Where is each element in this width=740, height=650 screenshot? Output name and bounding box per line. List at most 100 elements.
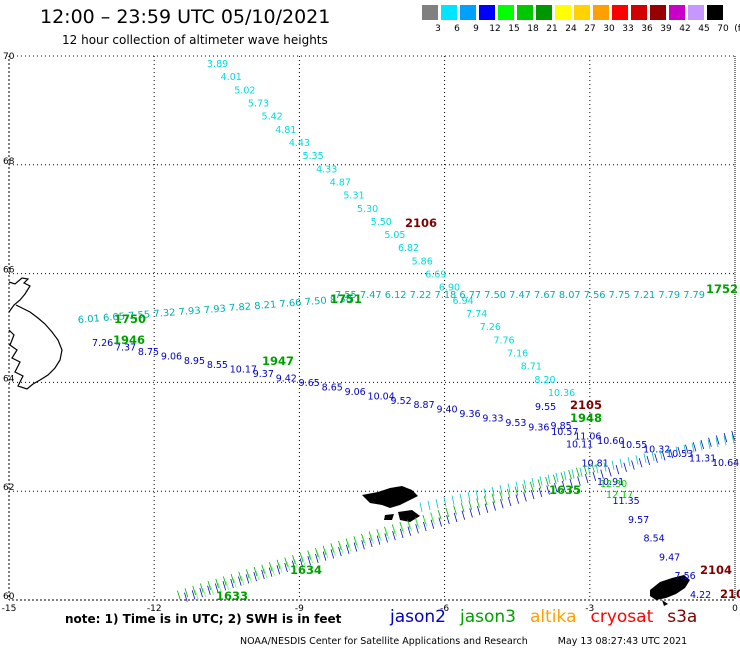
dense-track-mark: | xyxy=(245,568,251,579)
dense-track-mark: | xyxy=(594,463,599,474)
dense-track-mark: | xyxy=(314,547,320,558)
dense-track-mark: | xyxy=(306,549,312,560)
legend-unit: (ft) xyxy=(734,24,740,34)
lon-tick-label: 0 xyxy=(732,604,738,614)
dense-track-mark: | xyxy=(661,450,667,461)
pass-time-label: 2105 xyxy=(570,398,602,412)
wave-height-value: 10.11 xyxy=(566,440,593,451)
dense-track-mark: | xyxy=(475,497,481,508)
wave-height-value: 5.73 xyxy=(248,98,269,109)
dense-track-mark: | xyxy=(306,555,312,566)
dense-track-mark: | xyxy=(668,448,674,459)
dense-track-mark: | xyxy=(345,544,351,555)
dense-track-mark: | xyxy=(570,468,575,479)
wave-height-value: 7.26 xyxy=(480,322,501,333)
dense-track-mark: | xyxy=(521,483,527,494)
dense-track-mark: | xyxy=(367,530,373,541)
map-subtitle: 12 hour collection of altimeter wave hei… xyxy=(62,33,328,47)
wave-height-value: 5.31 xyxy=(343,191,364,202)
legend-swatch xyxy=(536,5,552,20)
dense-track-mark: | xyxy=(300,555,306,566)
credit-time: May 13 08:27:43 UTC 2021 xyxy=(557,636,688,647)
dense-track-mark: | xyxy=(337,540,343,551)
dense-track-mark: | xyxy=(466,491,471,502)
satellite-legend-item: jason2 xyxy=(390,607,446,627)
dense-track-mark: | xyxy=(476,505,482,516)
wave-height-value: 9.52 xyxy=(391,396,412,407)
wave-height-value: 9.55 xyxy=(535,402,556,413)
dense-track-mark: | xyxy=(684,443,690,454)
wave-height-value: 6.94 xyxy=(453,296,474,307)
dense-track-mark: | xyxy=(383,532,389,543)
dense-track-mark: | xyxy=(445,514,451,525)
dense-track-mark: | xyxy=(418,502,423,513)
wave-height-value: 10.32 xyxy=(643,445,670,456)
lat-tick-label: 60 xyxy=(3,592,15,602)
dense-track-mark: | xyxy=(377,531,383,542)
dense-track-mark: | xyxy=(429,511,435,522)
lon-tick-label: -12 xyxy=(147,604,162,614)
dense-track-mark: | xyxy=(316,550,322,561)
dense-track-mark: | xyxy=(361,536,367,547)
legend-swatch xyxy=(479,5,495,20)
lat-tick-label: 64 xyxy=(3,374,15,384)
map-frame xyxy=(8,55,736,601)
wave-height-value: 9.42 xyxy=(276,374,297,385)
wave-height-value: 4.43 xyxy=(289,138,310,149)
dense-track-mark: | xyxy=(247,572,253,583)
dense-track-mark: | xyxy=(244,573,250,584)
legend-label: 15 xyxy=(508,24,520,34)
dense-track-mark: | xyxy=(658,449,663,460)
dense-track-mark: | xyxy=(491,500,497,511)
dense-track-mark: | xyxy=(329,548,335,559)
dense-track-mark: | xyxy=(398,521,404,532)
dense-track-mark: | xyxy=(698,440,703,451)
dense-track-mark: | xyxy=(460,502,466,513)
dense-track-mark: | xyxy=(346,541,352,552)
dense-track-mark: | xyxy=(602,461,607,472)
wave-height-value: 5.30 xyxy=(357,204,378,215)
dense-track-mark: | xyxy=(599,468,605,479)
dense-track-mark: | xyxy=(291,554,297,565)
lat-tick-label: 62 xyxy=(3,483,14,493)
dense-track-mark: | xyxy=(399,524,405,535)
legend-swatch xyxy=(612,5,628,20)
dense-track-mark: | xyxy=(216,582,222,593)
wave-height-value: 9.57 xyxy=(628,515,649,526)
dense-track-mark: | xyxy=(414,523,420,534)
dense-track-mark: | xyxy=(722,432,728,443)
dense-track-mark: | xyxy=(730,430,736,441)
dense-track-mark: | xyxy=(513,485,519,496)
dense-track-mark: | xyxy=(483,503,489,514)
wave-height-value: 8.20 xyxy=(534,375,555,386)
wave-height-value: 8.55 xyxy=(207,360,228,371)
wave-height-value: 9.85 xyxy=(551,421,572,432)
legend-label: 12 xyxy=(489,24,501,34)
wave-height-value: 7.37 xyxy=(115,342,136,353)
lon-tick-label: -9 xyxy=(295,604,304,614)
dense-track-mark: | xyxy=(467,500,473,511)
wave-height-value: 8.95 xyxy=(184,356,205,367)
dense-track-mark: | xyxy=(590,462,596,473)
dense-track-mark: | xyxy=(707,437,713,448)
dense-track-mark: | xyxy=(214,582,220,593)
map-title: 12:00 – 23:59 UTC 05/10/2021 xyxy=(40,6,331,28)
dense-track-mark: | xyxy=(545,484,551,495)
dense-track-mark: | xyxy=(666,447,671,458)
pass-time-label: 210 xyxy=(720,587,740,601)
dense-track-mark: | xyxy=(650,451,655,462)
wave-height-value: 5.05 xyxy=(384,230,405,241)
dense-track-mark: | xyxy=(224,580,230,591)
dense-track-mark: | xyxy=(638,457,644,468)
dense-track-mark: | xyxy=(198,587,204,598)
legend-swatch xyxy=(460,5,476,20)
dense-track-mark: | xyxy=(331,546,337,557)
dense-track-mark: | xyxy=(383,526,389,537)
dense-track-mark: | xyxy=(201,587,207,598)
dense-track-mark: | xyxy=(537,487,543,498)
lat-lon-grid xyxy=(8,55,736,601)
satellite-legend: jason2 jason3 altika cryosat s3a xyxy=(390,607,711,627)
dense-track-mark: | xyxy=(392,526,398,537)
dense-track-mark: | xyxy=(584,473,590,484)
dense-track-mark: | xyxy=(530,489,536,500)
